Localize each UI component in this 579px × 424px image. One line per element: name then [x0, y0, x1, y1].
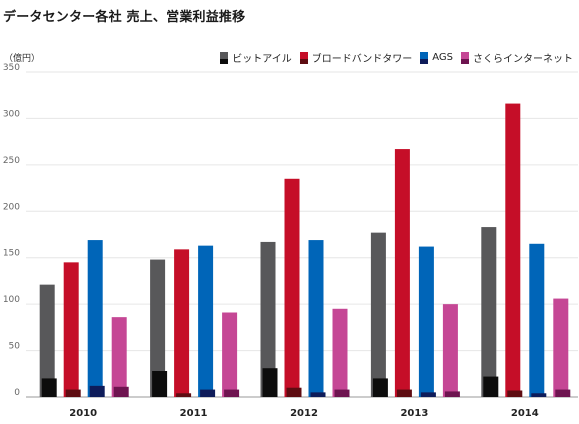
legend-item: ビットアイル — [220, 50, 292, 65]
x-tick-label: 2012 — [290, 408, 318, 419]
sales-bar — [553, 298, 569, 397]
legend-label: AGS — [432, 52, 453, 63]
profit-bar — [396, 389, 412, 397]
sales-bar — [418, 246, 434, 397]
profit-bar — [444, 391, 460, 397]
legend-item: AGS — [420, 51, 453, 64]
profit-bar — [507, 390, 523, 397]
sales-bar — [481, 227, 497, 397]
sales-bar — [87, 240, 103, 397]
sales-bar — [308, 240, 324, 397]
chart-title: データセンター各社 売上、営業利益推移 — [3, 10, 246, 25]
sales-bar — [174, 249, 190, 397]
legend-swatch — [461, 51, 469, 64]
legend-label: さくらインターネット — [473, 54, 573, 65]
sales-bar — [284, 178, 300, 397]
sales-bar — [394, 149, 410, 397]
legend-label: ブロードバンドタワー — [311, 54, 413, 65]
profit-bar — [113, 386, 129, 397]
x-tick-label: 2014 — [511, 408, 539, 419]
sales-bar — [111, 317, 127, 397]
x-tick-label: 2010 — [69, 408, 97, 419]
x-tick-label: 2011 — [180, 408, 208, 419]
sales-bar — [442, 304, 458, 397]
profit-bar — [286, 387, 302, 397]
sales-bar — [63, 262, 79, 397]
sales-bar — [332, 308, 348, 397]
sales-bar — [222, 312, 238, 397]
sales-bar — [529, 243, 545, 397]
profit-bar — [152, 371, 168, 397]
profit-bar — [65, 389, 81, 397]
profit-bar — [483, 376, 499, 397]
sales-bar — [260, 241, 276, 397]
sales-bar — [370, 232, 386, 397]
legend-item: さくらインターネット — [461, 50, 573, 65]
profit-bar — [176, 393, 192, 397]
y-tick-label: 350 — [3, 63, 20, 73]
legend-swatch — [299, 51, 308, 64]
sales-bar — [39, 284, 55, 397]
profit-bar — [200, 389, 216, 397]
profit-bar — [224, 389, 240, 397]
y-tick-label: 200 — [3, 202, 20, 212]
y-tick-label: 50 — [9, 342, 21, 352]
legend: ビットアイル ブロードバンドタワー AGS さくらインターネット — [220, 50, 573, 65]
y-tick-label: 150 — [3, 249, 20, 259]
sales-bar — [505, 103, 521, 398]
y-tick-label: 250 — [3, 156, 20, 166]
profit-bar — [372, 378, 388, 397]
legend-label: ビットアイル — [232, 54, 292, 65]
legend-swatch — [220, 51, 229, 64]
profit-bar — [420, 392, 436, 397]
sales-bar — [150, 259, 166, 397]
x-tick-label: 2013 — [400, 408, 428, 419]
profit-bar — [334, 389, 350, 397]
profit-bar — [310, 392, 326, 397]
y-axis-unit: （億円） — [4, 54, 41, 64]
y-tick-label: 100 — [3, 295, 20, 305]
legend-item: ブロードバンドタワー — [299, 50, 413, 65]
legend-swatch — [420, 51, 429, 64]
profit-bar — [555, 389, 571, 397]
y-tick-label: 300 — [3, 109, 20, 119]
y-tick-label: 0 — [14, 388, 20, 398]
sales-bar — [198, 245, 214, 397]
profit-bar — [531, 393, 547, 397]
profit-bar — [89, 385, 105, 397]
profit-bar — [41, 378, 57, 397]
profit-bar — [262, 368, 278, 397]
